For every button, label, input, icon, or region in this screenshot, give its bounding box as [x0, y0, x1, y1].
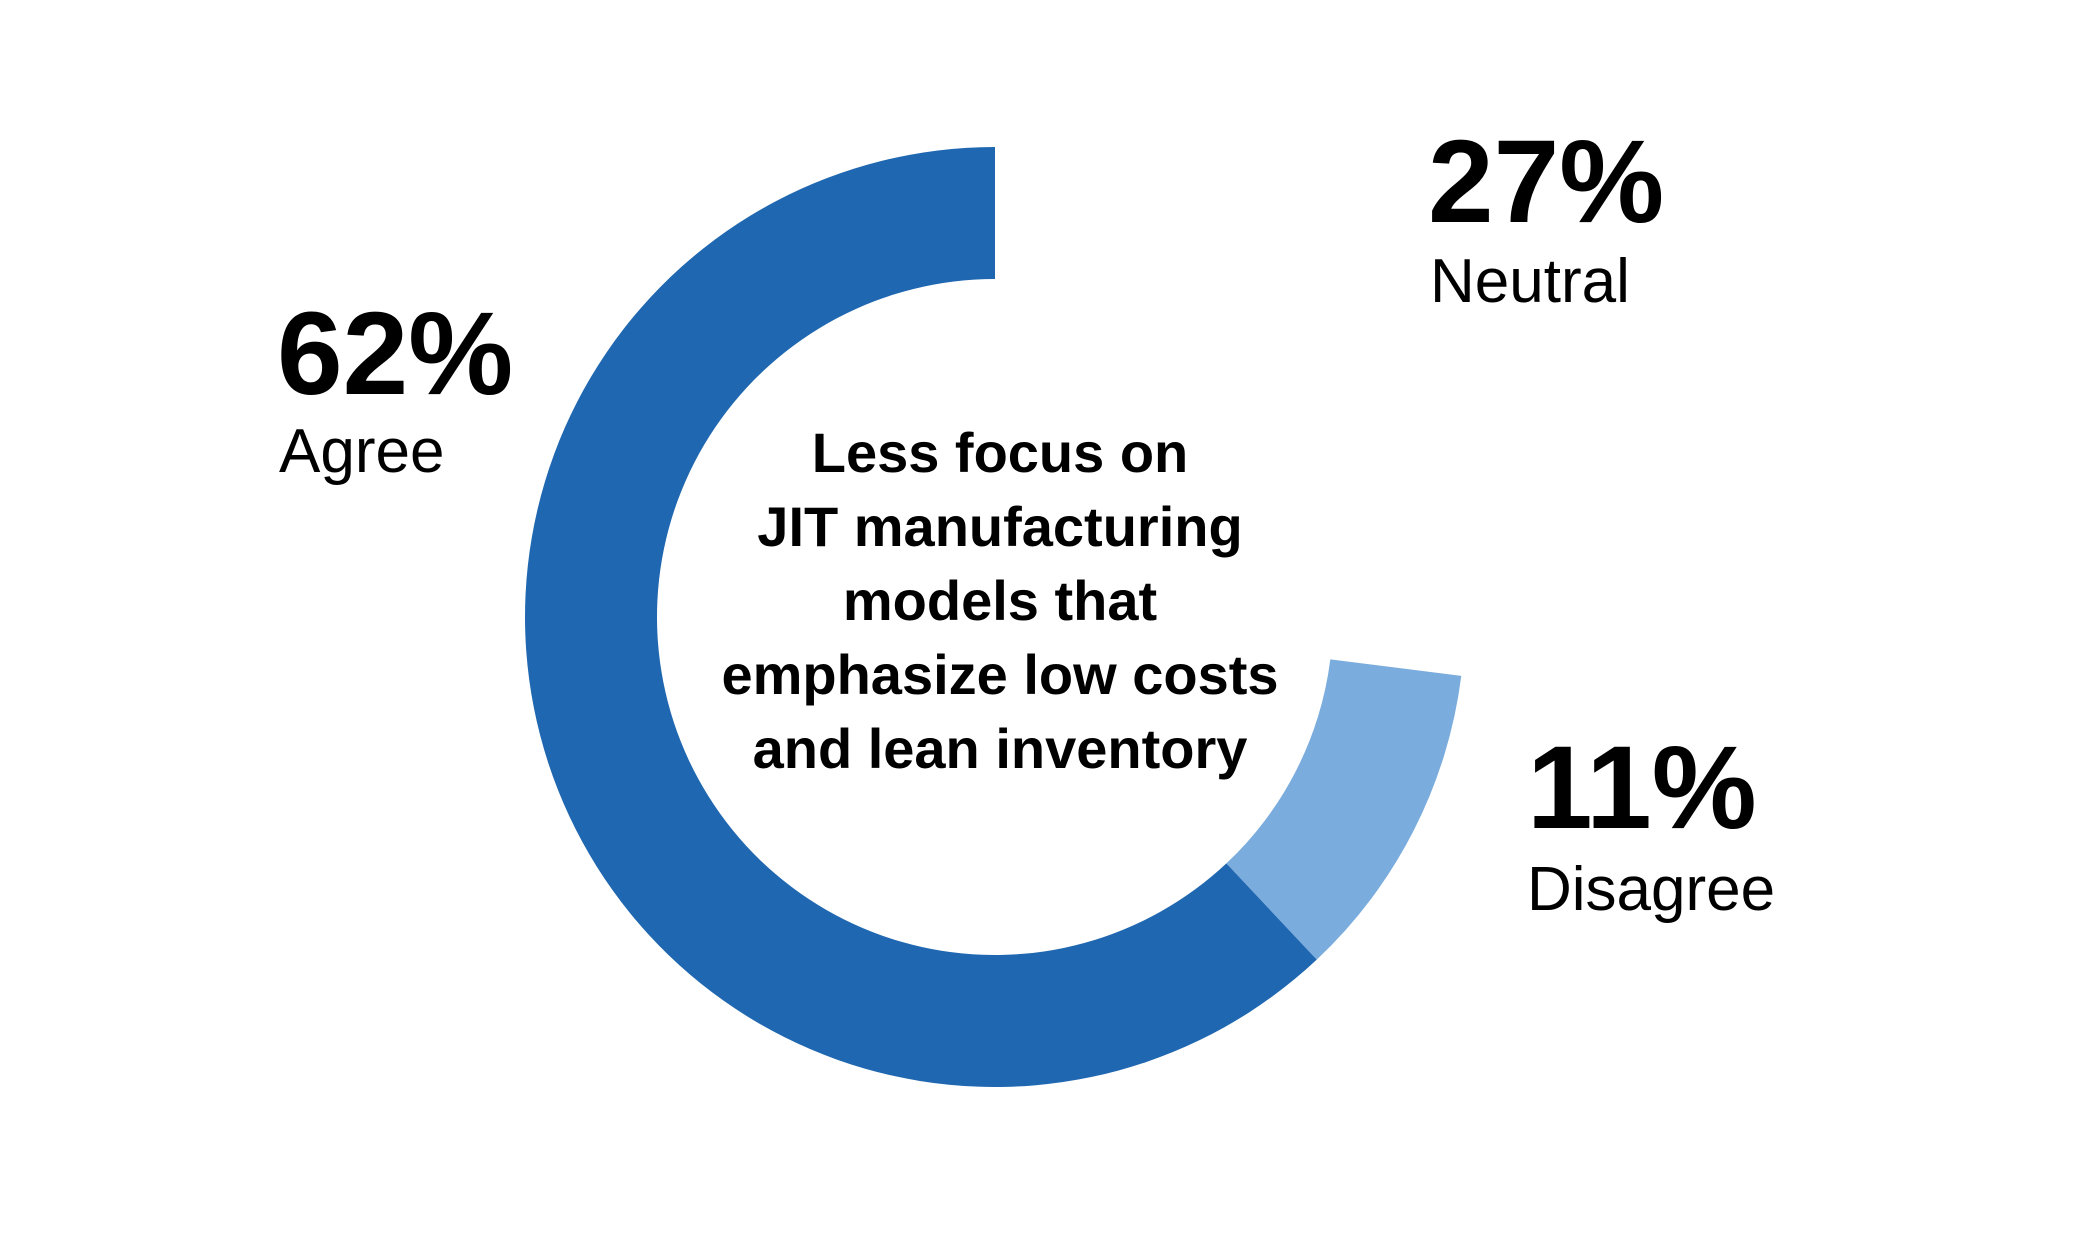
center-title-line-2: JIT manufacturing [757, 495, 1242, 558]
slice-agree [525, 147, 1317, 1087]
data-label-neutral-value: 27% [1428, 116, 1664, 248]
center-title-line-3: models that [843, 569, 1157, 632]
center-title-line-1: Less focus on [812, 421, 1189, 484]
data-label-agree-name: Agree [279, 417, 444, 486]
slice-neutral [995, 147, 1465, 676]
slice-disagree [1226, 659, 1462, 960]
center-title-line-4: emphasize low costs [721, 643, 1278, 706]
donut-slices [525, 147, 1465, 1087]
center-title-line-5: and lean inventory [753, 717, 1248, 780]
center-title: Less focus on JIT manufacturing models t… [721, 421, 1278, 780]
data-label-disagree-value: 11% [1527, 722, 1757, 854]
data-label-neutral-name: Neutral [1430, 247, 1630, 316]
data-label-agree-value: 62% [277, 288, 513, 420]
data-label-disagree-name: Disagree [1527, 855, 1775, 924]
